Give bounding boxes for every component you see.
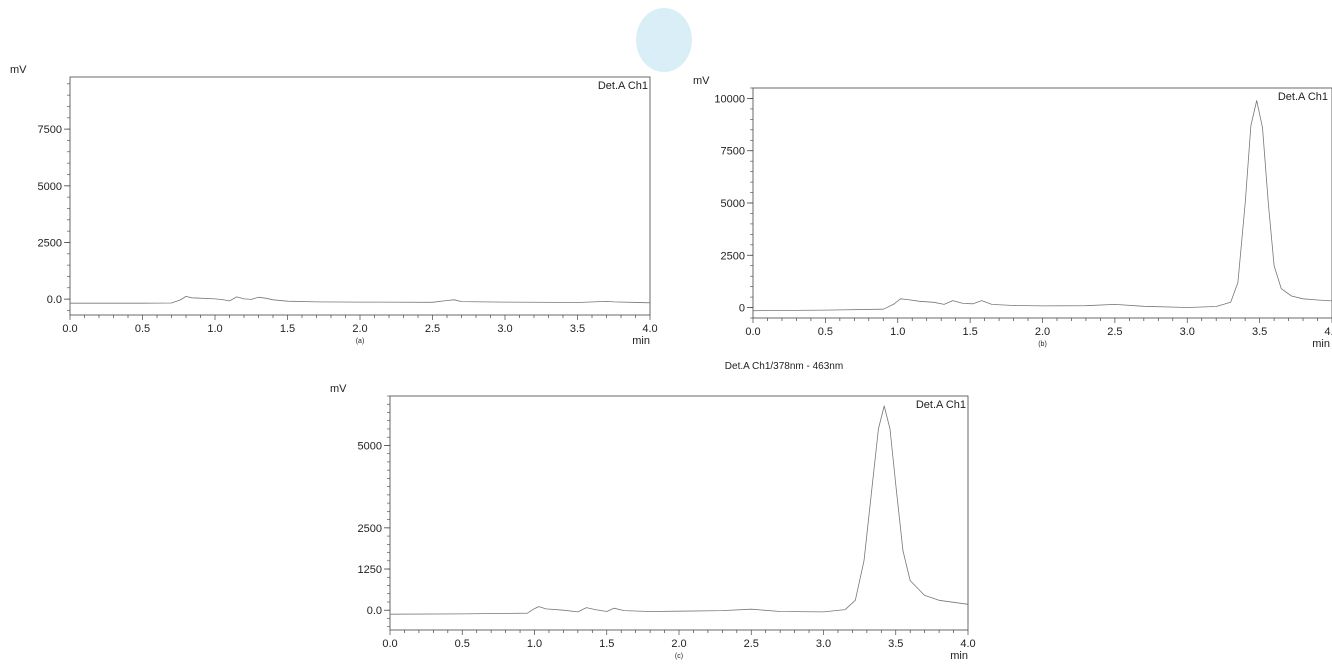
- panel-caption: (b): [1038, 341, 1047, 348]
- figure-channel-note: Det.A Ch1/378nm - 463nm: [725, 361, 843, 372]
- chromatogram-trace: [70, 295, 651, 304]
- x-tick-label: 0.0: [382, 638, 397, 650]
- x-tick-label: 4.0: [642, 323, 657, 335]
- y-tick-label: 7500: [721, 146, 745, 158]
- x-axis-unit: min: [1312, 338, 1330, 350]
- x-tick-label: 2.5: [425, 323, 440, 335]
- x-tick-label: 3.5: [570, 323, 585, 335]
- x-tick-label: 0.5: [455, 638, 470, 650]
- x-tick-label: 2.0: [1035, 326, 1050, 338]
- y-tick-label: 10000: [714, 93, 745, 105]
- x-tick-label: 1.0: [527, 638, 542, 650]
- y-tick-label: 2500: [38, 237, 62, 249]
- y-axis-unit: mV: [693, 75, 710, 87]
- y-axis-unit: mV: [330, 383, 347, 395]
- x-tick-label: 0.0: [745, 326, 760, 338]
- x-tick-label: 4.0: [960, 638, 975, 650]
- chromatogram-panel-a: 0.0 0.5 1.0 1.5 2.0 2.5 3.0 3.5 4.0 0.0 2500 5000 75…: [10, 64, 658, 347]
- plot-frame: [389, 395, 969, 631]
- panel-caption: (c): [675, 653, 683, 660]
- x-tick-label: 1.5: [280, 323, 295, 335]
- x-tick-label: 2.0: [671, 638, 686, 650]
- x-tick-label: 0.5: [135, 323, 150, 335]
- x-tick-label: 1.5: [599, 638, 614, 650]
- y-tick-label: 2500: [721, 250, 745, 262]
- chromatogram-panel-b: 0.0 0.5 1.0 1.5 2.0 2.5 3.0 3.5 4.0 0 2500 5000 7500…: [693, 75, 1332, 350]
- x-tick-label: 0.5: [818, 326, 833, 338]
- x-tick-label: 3.0: [497, 323, 512, 335]
- x-tick-label: 0.0: [62, 323, 77, 335]
- y-tick-label: 5000: [38, 181, 62, 193]
- x-tick-label: 3.0: [1180, 326, 1195, 338]
- y-tick-label: 0: [739, 303, 745, 315]
- x-axis-unit: min: [632, 335, 650, 347]
- x-tick-label: 1.0: [890, 326, 905, 338]
- legend-entry: Det.A Ch1: [916, 399, 966, 411]
- y-tick-label: 5000: [358, 440, 382, 452]
- y-tick-label: 0.0: [47, 294, 62, 306]
- plot-frame: [69, 76, 651, 316]
- y-tick-label: 7500: [38, 124, 62, 136]
- x-tick-label: 1.0: [207, 323, 222, 335]
- x-tick-label: 2.5: [744, 638, 759, 650]
- x-tick-label: 2.5: [1107, 326, 1122, 338]
- legend-entry: Det.A Ch1: [1278, 91, 1328, 103]
- y-tick-label: 2500: [358, 523, 382, 535]
- x-axis-unit: min: [950, 650, 968, 662]
- chromatogram-trace: [389, 405, 969, 615]
- x-tick-label: 3.0: [816, 638, 831, 650]
- x-tick-label: 2.0: [352, 323, 367, 335]
- x-tick-label: 3.5: [1252, 326, 1267, 338]
- y-tick-label: 1250: [358, 564, 382, 576]
- y-axis-unit: mV: [10, 64, 27, 76]
- x-tick-label: 3.5: [888, 638, 903, 650]
- watermark-shape: [636, 8, 692, 72]
- legend-entry: Det.A Ch1: [598, 80, 648, 92]
- panel-caption: (a): [356, 338, 365, 345]
- chromatogram-panel-c: 0.0 0.5 1.0 1.5 2.0 2.5 3.0 3.5 4.0 0.0 1250 2500 50…: [330, 383, 976, 662]
- x-tick-label: 1.5: [962, 326, 977, 338]
- chromatogram-trace: [752, 100, 1332, 312]
- x-tick-label: 4.0: [1324, 326, 1332, 338]
- y-tick-label: 0.0: [367, 605, 382, 617]
- y-tick-label: 5000: [721, 198, 745, 210]
